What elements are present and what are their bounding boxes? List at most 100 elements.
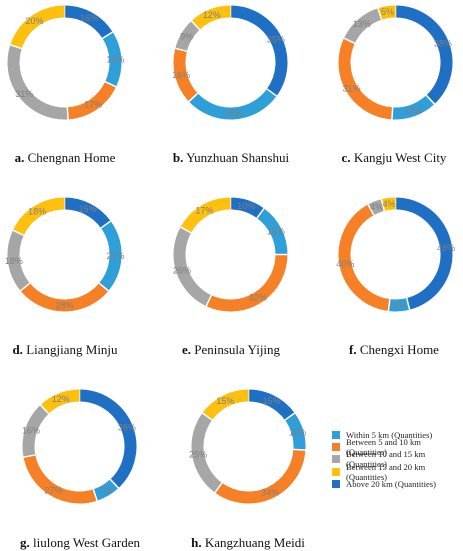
data-label: 26%: [173, 265, 191, 275]
donut-segment: [391, 95, 435, 120]
data-label: 25%: [189, 449, 207, 459]
segment-separator: [343, 37, 356, 45]
donut-segment: [395, 197, 453, 310]
caption-h-letter: h.: [191, 535, 202, 550]
chart-f: 46% 6% 40% 4% 4%: [333, 192, 463, 317]
caption-c-letter: c.: [341, 150, 351, 165]
data-label: 6%: [392, 300, 405, 310]
data-label: 16%: [80, 13, 98, 23]
chart-a: 16% 16% 17% 31% 20%: [2, 0, 152, 125]
donut-segment: [215, 449, 306, 504]
data-label: 31%: [15, 89, 33, 99]
caption-d-title: Liangjiang Minju: [26, 342, 118, 357]
caption-f-letter: f.: [349, 342, 357, 357]
donut-chart-b: 35% 28% 16% 9% 12%: [172, 5, 288, 120]
data-label: 15%: [267, 226, 285, 236]
donut-segment: [343, 8, 382, 44]
donut-segment: [256, 208, 288, 255]
caption-g-letter: g.: [19, 535, 30, 550]
legend-swatch: [332, 467, 340, 476]
segment-separator: [180, 226, 192, 234]
segment-separator: [66, 107, 69, 120]
donut-segment: [175, 20, 200, 52]
data-label: 15%: [79, 204, 97, 214]
donut-segment: [191, 413, 223, 493]
segment-separator: [104, 80, 117, 88]
data-label: 12%: [203, 10, 221, 20]
caption-a-letter: a.: [14, 150, 25, 165]
legend-item: Above 20 km (Quantities): [332, 478, 463, 490]
caption-c-title: Kangju West City: [353, 150, 447, 165]
data-label: 10%: [237, 201, 255, 211]
data-label: 34%: [261, 488, 279, 498]
segment-separator: [20, 282, 31, 292]
legend-swatch: [332, 443, 340, 452]
legend-swatch: [332, 455, 340, 464]
segment-separator: [367, 204, 375, 216]
chart-d: 15% 21% 28% 18% 18%: [2, 192, 152, 317]
legend-label: Between 15 and 20 km (Quantities): [346, 461, 426, 482]
segment-separator: [100, 220, 112, 229]
donut-segment: [10, 5, 65, 49]
donut-segment: [173, 227, 212, 307]
segment-separator: [188, 92, 199, 103]
segment-separator: [39, 404, 50, 415]
caption-d: d. Liangjiang Minju: [0, 342, 150, 358]
legend-item: Between 5 and 10 km (Quantities): [332, 437, 463, 457]
donut-segment: [67, 81, 117, 120]
donut-segment: [202, 389, 249, 421]
donut-chart-c: 38% 13% 31% 13% 5%: [338, 5, 453, 120]
data-label: 31%: [343, 83, 361, 93]
data-label: 21%: [106, 251, 124, 261]
data-label: 38%: [434, 39, 452, 49]
data-label: 4%: [370, 202, 383, 212]
legend-swatch: [332, 479, 340, 488]
chart-b: 35% 28% 16% 9% 12%: [168, 0, 318, 125]
data-label: 11%: [289, 427, 306, 437]
data-label: 38%: [118, 423, 136, 433]
legend-label: Above 20 km (Quantities): [346, 478, 436, 489]
data-label: 27%: [45, 485, 63, 495]
donut-segment: [99, 220, 122, 291]
caption-f-title: Chengxi Home: [359, 342, 439, 357]
data-label: 16%: [172, 70, 190, 80]
segment-separator: [12, 229, 25, 237]
caption-h: h. Kangzhuang Meidi: [163, 535, 333, 551]
data-label: 40%: [336, 259, 354, 269]
caption-b: b. Yunzhuan Shanshui: [146, 150, 316, 166]
donut-segment: [7, 230, 31, 291]
donut-segment: [248, 389, 295, 421]
segment-separator: [266, 88, 278, 97]
data-label: 17%: [84, 100, 102, 110]
data-label: 16%: [22, 426, 40, 436]
donut-segment: [230, 5, 288, 96]
donut-segment: [230, 197, 265, 219]
donut-segment: [338, 204, 391, 312]
segment-separator: [214, 482, 223, 494]
donut-chart-f: 46% 6% 40% 4% 4%: [336, 197, 455, 312]
segment-separator: [405, 297, 411, 310]
legend-label: Between 5 and 10 km (Quantities): [346, 437, 421, 458]
segment-separator: [102, 31, 114, 40]
data-label: 12%: [52, 394, 70, 404]
caption-a-title: Chengnan Home: [27, 150, 116, 165]
donut-chart-g: 38% 7% 27% 16% 12%: [22, 389, 137, 504]
caption-d-letter: d.: [12, 342, 23, 357]
donut-segment: [79, 389, 137, 489]
segment-separator: [377, 8, 383, 20]
segment-separator: [92, 489, 98, 501]
segment-separator: [175, 47, 188, 53]
caption-b-title: Yunzhuan Shanshui: [186, 150, 290, 165]
data-label: 16%: [106, 54, 124, 64]
donut-segment: [23, 454, 98, 504]
caption-g-title: liulong West Garden: [32, 535, 141, 550]
donut-chart-e: 10% 15% 32% 26% 17%: [173, 197, 288, 312]
data-label: 5%: [381, 7, 394, 17]
data-label: 20%: [26, 16, 44, 26]
data-label: 7%: [99, 485, 112, 495]
legend: Within 5 km (Quantities) Between 5 and 1…: [332, 429, 463, 490]
data-label: 15%: [263, 396, 281, 406]
legend-swatch: [332, 431, 340, 440]
legend-item: Within 5 km (Quantities): [332, 429, 463, 441]
data-label: 4%: [383, 199, 396, 209]
